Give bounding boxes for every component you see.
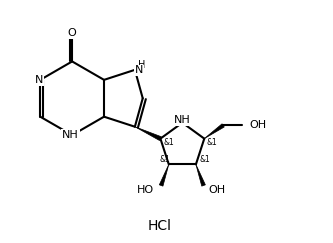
Text: HCl: HCl (148, 219, 172, 233)
Text: &1: &1 (164, 138, 174, 147)
Text: H: H (138, 60, 146, 70)
Text: NH: NH (174, 115, 191, 125)
Text: OH: OH (208, 185, 225, 195)
Text: N: N (34, 75, 43, 85)
Text: HO: HO (137, 185, 154, 195)
Text: &1: &1 (207, 138, 217, 147)
Text: N: N (135, 65, 143, 76)
Polygon shape (196, 165, 205, 186)
Text: &1: &1 (199, 155, 210, 164)
Text: &1: &1 (160, 155, 170, 164)
Text: OH: OH (249, 120, 266, 130)
Text: NH: NH (62, 130, 79, 140)
Text: O: O (68, 28, 77, 38)
Polygon shape (204, 124, 224, 139)
Polygon shape (159, 165, 169, 186)
Polygon shape (135, 127, 161, 140)
